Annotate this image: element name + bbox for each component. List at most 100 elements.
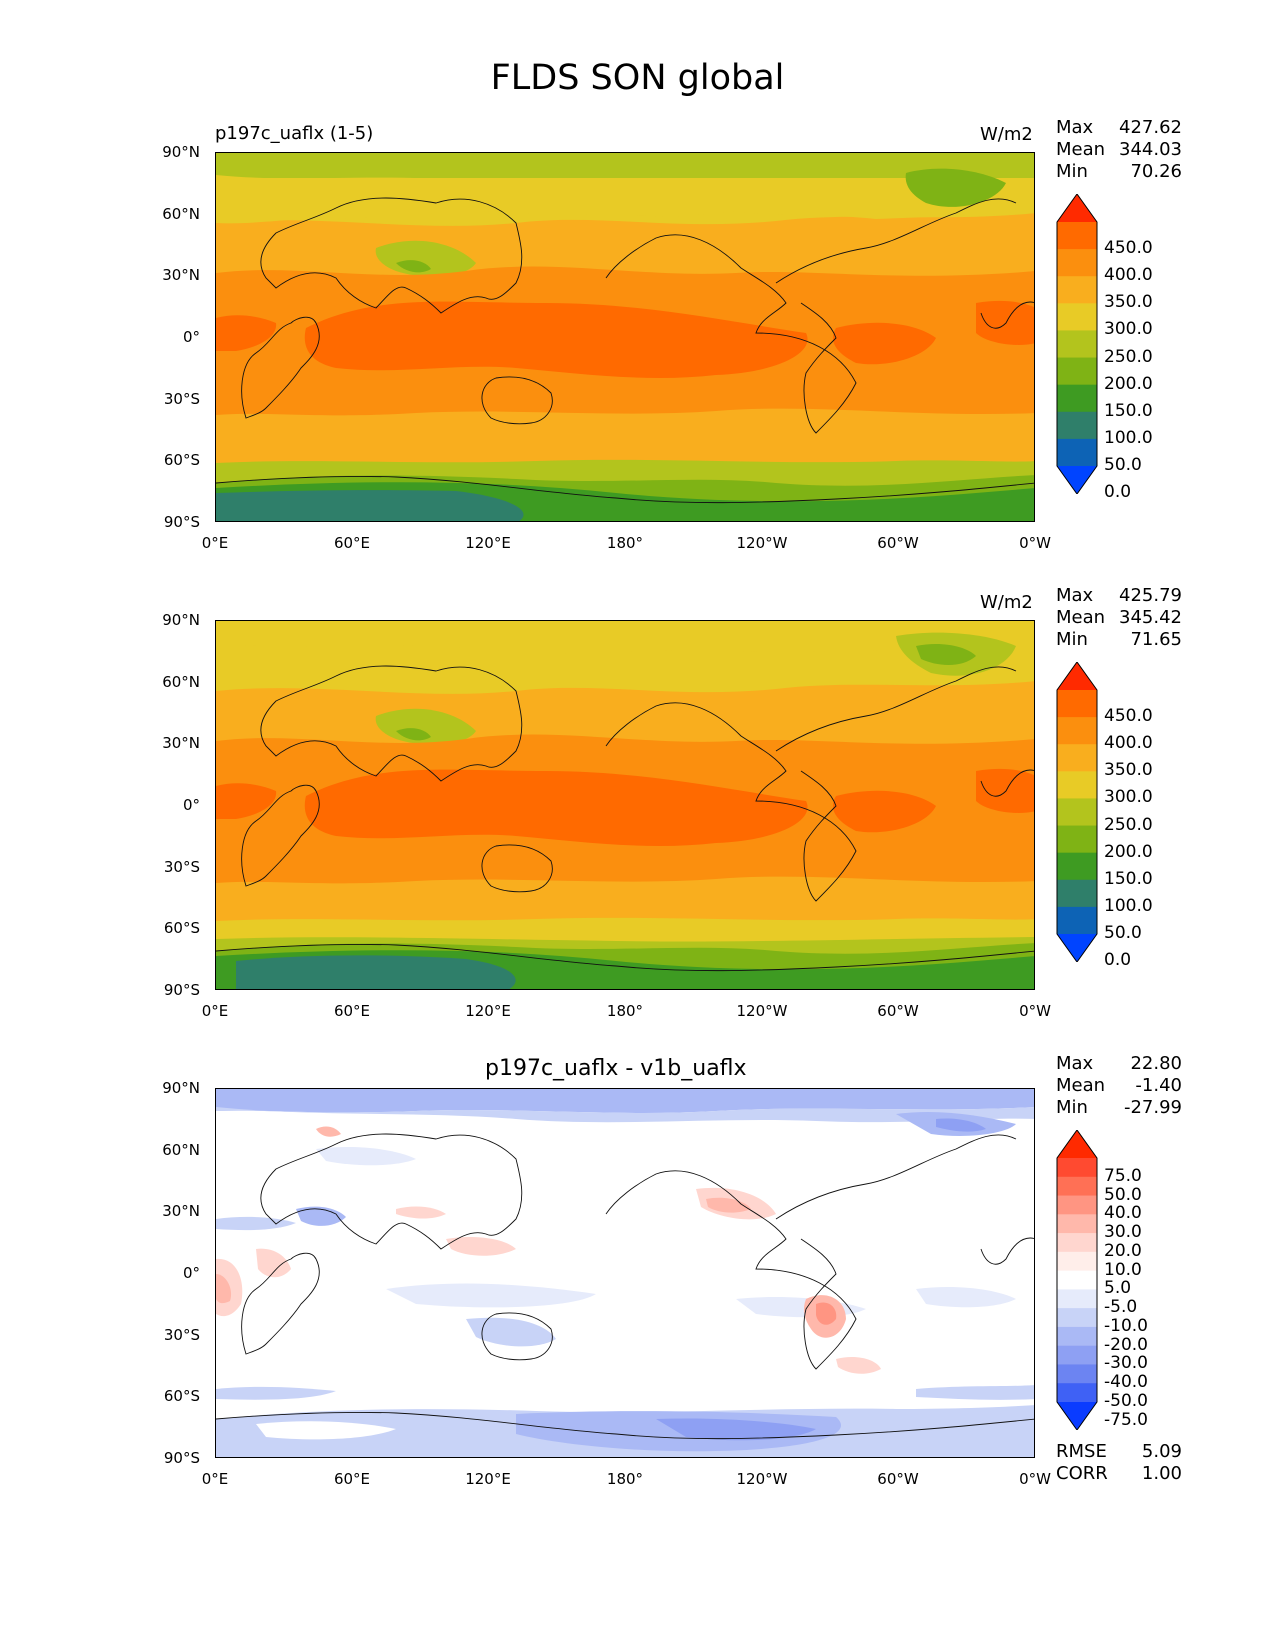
panel-left-label: p197c_uaflx (1-5)	[215, 123, 374, 144]
map-model	[215, 152, 1035, 522]
rmse-label: RMSE	[1056, 1441, 1107, 1462]
map-difference	[215, 1088, 1035, 1458]
map-difference-plot	[216, 1089, 1034, 1457]
map-reference	[215, 620, 1035, 990]
map-reference-plot	[216, 621, 1034, 989]
colorbar-tick-label: 150.0	[1104, 868, 1153, 889]
panel-units: W/m2	[980, 124, 1033, 145]
stat-min-value: 71.65	[1130, 629, 1182, 650]
colorbar-tick-label: 350.0	[1104, 760, 1153, 781]
colorbar-outline	[1056, 1130, 1098, 1430]
stat-min-label: Min	[1056, 161, 1088, 182]
rmse-value: 5.09	[1141, 1441, 1182, 1462]
colorbar-segment	[1057, 303, 1097, 331]
colorbar-tick-label: 75.0	[1104, 1165, 1142, 1186]
colorbar-tick-label: 250.0	[1104, 346, 1153, 367]
colorbar	[1056, 194, 1098, 494]
xtick-180: 180°	[606, 1470, 644, 1488]
colorbar-segment	[1057, 222, 1097, 250]
ytick-30n: 30°N	[162, 734, 200, 752]
panel-reference: W/m2	[0, 585, 1275, 1060]
stat-min-label: Min	[1056, 629, 1088, 650]
xtick-0e: 0°E	[201, 1470, 229, 1488]
colorbar-segment	[1057, 330, 1097, 359]
colorbar-tick-label: -30.0	[1104, 1353, 1148, 1374]
xtick-180: 180°	[606, 1002, 644, 1020]
xtick-0e: 0°E	[201, 1002, 229, 1020]
colorbar-segment	[1057, 1364, 1097, 1384]
xtick-120w: 120°W	[736, 1002, 788, 1020]
colorbar-tick-label: -40.0	[1104, 1372, 1148, 1393]
colorbar-extend-top	[1057, 662, 1097, 690]
colorbar-segment	[1057, 717, 1097, 745]
colorbar-segment	[1057, 384, 1097, 413]
colorbar-segment	[1057, 852, 1097, 881]
stat-max-label: Max	[1056, 1053, 1094, 1074]
ytick-60n: 60°N	[162, 673, 200, 691]
map-model-plot	[216, 153, 1034, 521]
stat-max-label: Max	[1056, 117, 1094, 138]
colorbar-extend-top	[1057, 194, 1097, 222]
colorbar-tick-label: 5.0	[1104, 1278, 1132, 1299]
colorbar-tick-label: 250.0	[1104, 814, 1153, 835]
corr-label: CORR	[1056, 1463, 1108, 1484]
figure-title: FLDS SON global	[490, 58, 785, 98]
xtick-120e: 120°E	[465, 1470, 511, 1488]
colorbar-segment	[1057, 276, 1097, 304]
ytick-90n: 90°N	[162, 611, 200, 629]
xtick-120w: 120°W	[736, 534, 788, 552]
stat-mean-value: 344.03	[1119, 139, 1182, 160]
colorbar-segment	[1057, 1383, 1097, 1403]
xtick-120e: 120°E	[465, 534, 511, 552]
colorbar-tick-label: 400.0	[1104, 265, 1153, 286]
colorbar-tick-label: -10.0	[1104, 1315, 1148, 1336]
colorbar-tick-label: 300.0	[1104, 319, 1153, 340]
stat-mean-label: Mean	[1056, 607, 1106, 628]
stat-min-value: -27.99	[1123, 1097, 1182, 1118]
stat-min-label: Min	[1056, 1097, 1088, 1118]
colorbar-tick-label: 0.0	[1104, 950, 1132, 971]
xtick-60w: 60°W	[877, 534, 919, 552]
colorbar-outline	[1056, 194, 1098, 494]
colorbar-tick-label: 350.0	[1104, 292, 1153, 313]
panel-units: W/m2	[980, 592, 1033, 613]
xtick-0e: 0°E	[201, 534, 229, 552]
panel-difference: p197c_uaflx - v1b_uaflx	[0, 1053, 1275, 1528]
xtick-120e: 120°E	[465, 1002, 511, 1020]
colorbar-tick-label: 200.0	[1104, 373, 1153, 394]
colorbar-segment	[1057, 906, 1097, 935]
ytick-0: 0°	[182, 796, 200, 814]
ytick-30s: 30°S	[163, 390, 200, 408]
panel-model: p197c_uaflx (1-5) W/m2	[0, 117, 1275, 592]
colorbar-segment	[1057, 1289, 1097, 1309]
colorbar-segment	[1057, 1308, 1097, 1328]
colorbar-segment	[1057, 1326, 1097, 1347]
colorbar-tick-label: 150.0	[1104, 400, 1153, 421]
xtick-60e: 60°E	[333, 1470, 371, 1488]
colorbar-segment	[1057, 1251, 1097, 1272]
colorbar-tick-label: 450.0	[1104, 238, 1153, 259]
colorbar-segment	[1057, 1214, 1097, 1234]
xtick-180: 180°	[606, 534, 644, 552]
ytick-30n: 30°N	[162, 266, 200, 284]
ytick-90s: 90°S	[163, 1449, 200, 1467]
ytick-0: 0°	[182, 1264, 200, 1282]
panel-title: p197c_uaflx - v1b_uaflx	[485, 1056, 747, 1081]
colorbar-tick-label: -50.0	[1104, 1391, 1148, 1411]
stat-max-label: Max	[1056, 585, 1094, 606]
colorbar-segment	[1057, 1158, 1097, 1178]
colorbar-tick-label: 20.0	[1104, 1240, 1142, 1261]
colorbar-segment	[1057, 1195, 1097, 1215]
colorbar-extend-bottom	[1057, 1402, 1097, 1430]
colorbar-segment	[1057, 1233, 1097, 1253]
ytick-30s: 30°S	[163, 1326, 200, 1344]
colorbar-segment	[1057, 411, 1097, 440]
colorbar-tick-label: 10.0	[1104, 1259, 1142, 1280]
colorbar-extend-bottom	[1057, 934, 1097, 962]
ytick-30n: 30°N	[162, 1202, 200, 1220]
colorbar-segment	[1057, 1345, 1097, 1365]
ytick-0: 0°	[182, 328, 200, 346]
xtick-0w: 0°W	[1019, 1470, 1051, 1488]
xtick-60w: 60°W	[877, 1470, 919, 1488]
xtick-60w: 60°W	[877, 1002, 919, 1020]
